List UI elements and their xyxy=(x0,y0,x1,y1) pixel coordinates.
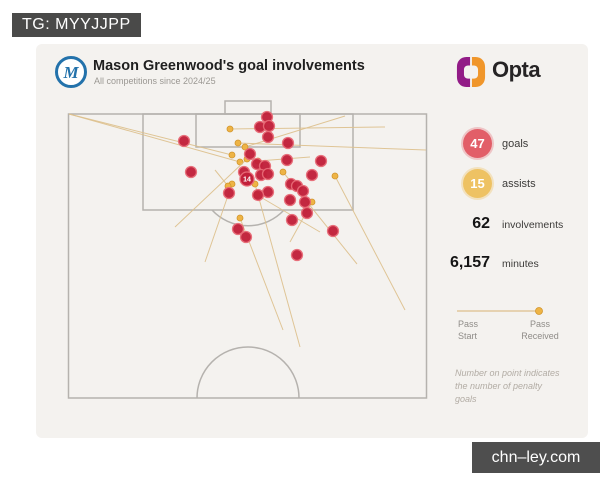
pass-line xyxy=(256,194,321,233)
goal-dot xyxy=(184,165,198,179)
legend-pass-start-label: Pass Start xyxy=(458,318,478,342)
assists-label: assists xyxy=(502,178,536,190)
goal-frame xyxy=(224,100,272,115)
legend-start-line1: Pass xyxy=(458,319,479,329)
opta-logo-icon xyxy=(456,57,486,87)
assists-stat-circle: 15 xyxy=(463,169,492,198)
pass-received-dot xyxy=(228,151,236,159)
goal-dot xyxy=(281,136,295,150)
goal-dot xyxy=(261,167,275,181)
goal-dot xyxy=(298,195,312,209)
watermark-box: chn–ley.com xyxy=(472,442,600,473)
goal-dot xyxy=(300,206,314,220)
pass-line xyxy=(244,115,346,148)
goal-dot xyxy=(283,193,297,207)
opta-icon-left-half xyxy=(456,57,471,87)
penalty-goals-dot xyxy=(239,171,255,187)
goal-dot xyxy=(243,147,257,161)
goal-dot xyxy=(251,188,265,202)
goal-dot xyxy=(239,230,253,244)
goal-dot xyxy=(305,168,319,182)
penalty-arc xyxy=(211,209,285,227)
page-subtitle: All competitions since 2024/25 xyxy=(94,76,216,86)
pass-received-dot xyxy=(234,139,242,147)
goal-dot xyxy=(326,224,340,238)
pass-line xyxy=(174,158,248,228)
goal-dot xyxy=(262,119,276,133)
legend-end-line2: Received xyxy=(521,331,559,341)
goal-dot xyxy=(222,186,236,200)
penalty-note-line2: the number of penalty goals xyxy=(455,381,543,404)
pass-legend-graphic xyxy=(457,307,543,315)
goal-dot xyxy=(285,213,299,227)
minutes-label: minutes xyxy=(502,258,539,270)
goal-dot xyxy=(177,134,191,148)
pass-line xyxy=(237,142,427,151)
pass-received-dot xyxy=(226,125,234,133)
tg-badge-text: TG: MYYJJPP xyxy=(22,16,131,33)
legend-pass-received-label: Pass Received xyxy=(512,318,568,342)
pass-line xyxy=(68,113,233,156)
pass-line xyxy=(334,175,406,311)
penalty-goals-count: 14 xyxy=(243,177,251,184)
infographic-card xyxy=(36,44,588,438)
goal-dot xyxy=(231,222,245,236)
goal-dot xyxy=(261,130,275,144)
goal-dot xyxy=(290,248,304,262)
involvements-value: 62 xyxy=(472,215,490,232)
penalty-note: Number on point indicates the number of … xyxy=(455,367,565,406)
goals-stat-circle: 47 xyxy=(463,129,492,158)
opta-logo-text: Opta xyxy=(492,57,541,82)
club-crest-icon: M xyxy=(55,56,87,88)
goal-dot xyxy=(261,185,275,199)
pass-line xyxy=(254,183,301,348)
legend-end-line1: Pass xyxy=(529,319,550,329)
watermark-text: chn–ley.com xyxy=(491,448,581,466)
pass-received-dot xyxy=(331,172,339,180)
opta-icon-right-half xyxy=(471,57,486,87)
pass-line xyxy=(214,169,229,187)
pitch-markings xyxy=(67,100,428,399)
minutes-value: 6,157 xyxy=(449,254,490,271)
goal-dots-layer: 14 xyxy=(177,110,340,262)
pass-received-dot xyxy=(236,214,244,222)
assists-value: 15 xyxy=(470,176,485,191)
legend-start-line2: Start xyxy=(458,331,478,341)
pass-received-dot xyxy=(279,168,287,176)
goals-value: 47 xyxy=(470,136,485,151)
pass-line xyxy=(68,113,241,163)
tg-badge: TG: MYYJJPP xyxy=(12,13,141,37)
involvements-label: involvements xyxy=(502,219,564,231)
goal-dot xyxy=(314,154,328,168)
page-title: Mason Greenwood's goal involvements xyxy=(93,58,365,74)
centre-circle xyxy=(196,346,300,399)
club-monogram: M xyxy=(63,62,79,82)
goals-label: goals xyxy=(502,138,529,150)
goal-dot xyxy=(280,153,294,167)
goal-dot xyxy=(296,184,310,198)
penalty-note-line1: Number on point indicates xyxy=(455,368,560,378)
pass-received-dot xyxy=(241,143,249,151)
legend-pass-dot-icon xyxy=(535,307,543,315)
